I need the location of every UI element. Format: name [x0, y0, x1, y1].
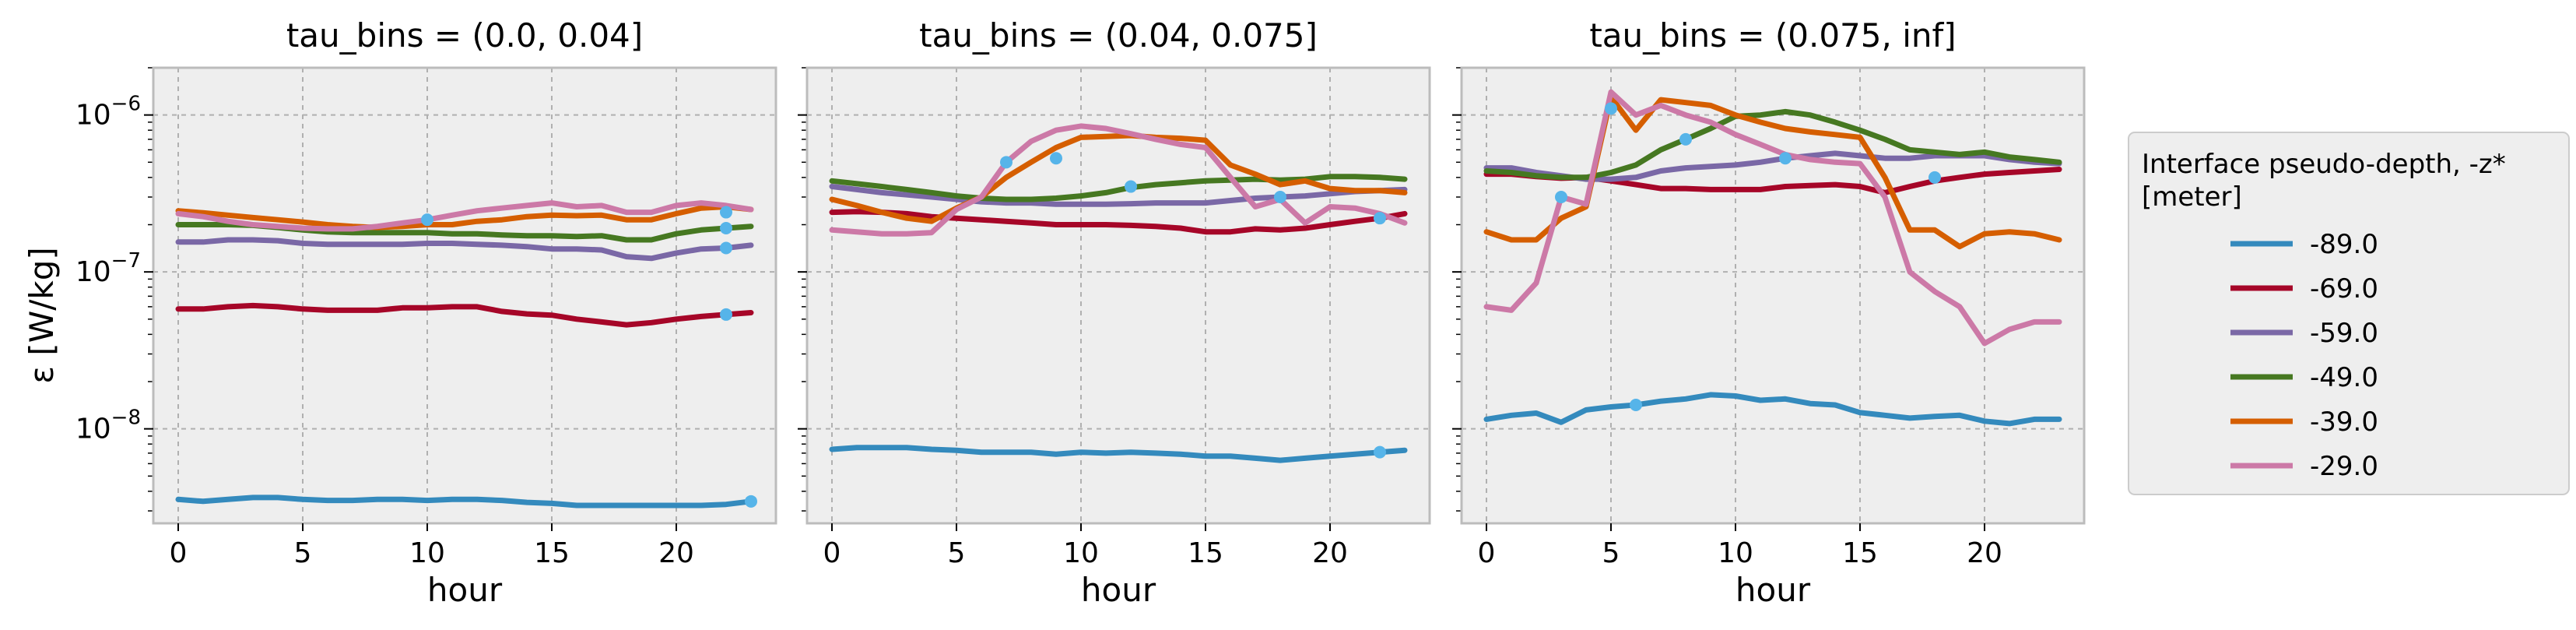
y-tick-label: 10−6 [75, 93, 141, 132]
data-marker [1050, 152, 1062, 165]
x-axis-label: hour [427, 571, 503, 609]
legend-entry: -69.0 [2230, 273, 2378, 304]
legend-label: -49.0 [2310, 362, 2378, 393]
legend-label: -59.0 [2310, 318, 2378, 349]
panel-3: 0 5 10 15 20 tau_bins = (0.075, inf] hour [1452, 16, 2086, 609]
x-tick-label: 5 [1602, 537, 1620, 569]
data-marker [720, 241, 732, 255]
panels: 0 5 10 15 20 10−8 10−7 10−6 tau_bins = (0.0, 0.0… [75, 16, 2086, 609]
data-marker [720, 308, 732, 321]
legend-box [2128, 132, 2570, 495]
plot-frame [1460, 66, 2086, 525]
series-line--59.0 [175, 237, 754, 262]
series-line--89.0 [829, 445, 1408, 463]
data-marker [720, 221, 732, 234]
data-marker [1679, 132, 1692, 146]
x-axis-label: hour [1081, 571, 1156, 609]
legend: Interface pseudo-depth, -z* [meter] -89.… [2128, 132, 2570, 495]
data-marker [1779, 152, 1792, 165]
x-tick-label: 0 [170, 537, 188, 569]
series-lines [829, 123, 1408, 463]
data-marker [1555, 191, 1567, 204]
y-tick-label: 10−8 [75, 407, 141, 445]
data-marker [1605, 102, 1617, 115]
series-line--29.0 [829, 123, 1408, 237]
x-tick-label: 20 [1312, 537, 1348, 569]
x-tick-label: 10 [409, 537, 445, 569]
plot-area [1462, 68, 2084, 523]
legend-entry: -39.0 [2230, 407, 2378, 438]
legend-label: -89.0 [2310, 229, 2378, 260]
series-line--89.0 [1483, 392, 2062, 427]
x-axis-label: hour [1735, 571, 1811, 609]
data-marker [1274, 191, 1286, 204]
series-line--29.0 [1483, 89, 2062, 347]
panel-2: 0 5 10 15 20 tau_bins = (0.04, 0.075] hour [798, 16, 1431, 609]
panel-title: tau_bins = (0.075, inf] [1589, 16, 1956, 55]
series-line--29.0 [175, 200, 754, 232]
x-tick-label: 0 [1478, 537, 1496, 569]
data-marker [1630, 398, 1642, 411]
legend-entry: -59.0 [2230, 318, 2378, 349]
plot-area [153, 68, 776, 523]
legend-title-line2: [meter] [2142, 181, 2242, 213]
series-line--69.0 [175, 302, 754, 328]
x-tick-label: 15 [1188, 537, 1223, 569]
series-lines [175, 200, 757, 509]
legend-entry: -89.0 [2230, 229, 2378, 260]
series-line--49.0 [829, 174, 1408, 202]
x-tick-label: 15 [1842, 537, 1878, 569]
series-line--59.0 [829, 184, 1408, 207]
data-marker [1928, 171, 1941, 184]
legend-entry: -49.0 [2230, 362, 2378, 393]
x-tick-label: 20 [1967, 537, 2002, 569]
data-marker [1374, 445, 1386, 459]
panel-1: 0 5 10 15 20 10−8 10−7 10−6 tau_bins = (0.0, 0.0… [75, 16, 777, 609]
series-line--89.0 [175, 494, 754, 509]
data-marker [745, 494, 757, 508]
legend-title-line1: Interface pseudo-depth, -z* [2142, 149, 2506, 180]
y-tick-label: 10−7 [75, 249, 141, 288]
series-line--39.0 [829, 132, 1408, 224]
x-tick-label: 0 [823, 537, 841, 569]
data-marker [1125, 180, 1137, 193]
y-axis-label: ε [W/kg] [23, 247, 61, 384]
x-tick-label: 5 [948, 537, 966, 569]
series-line--39.0 [1483, 94, 2062, 250]
series-line--49.0 [1483, 108, 2062, 181]
series-line--69.0 [829, 209, 1408, 235]
data-marker [421, 213, 433, 227]
x-tick-label: 5 [294, 537, 312, 569]
data-marker [1000, 156, 1013, 169]
data-marker [720, 206, 732, 219]
legend-label: -69.0 [2310, 273, 2378, 304]
panel-title: tau_bins = (0.04, 0.075] [919, 16, 1318, 55]
legend-label: -29.0 [2310, 451, 2378, 482]
x-tick-label: 20 [658, 537, 694, 569]
legend-label: -39.0 [2310, 407, 2378, 438]
data-marker [1374, 212, 1386, 225]
legend-entries: -89.0 -69.0 -59.0 -49.0 -39.0 -29.0 [2230, 229, 2378, 482]
legend-entry: -29.0 [2230, 451, 2378, 482]
plot-frame [805, 66, 1431, 525]
x-tick-label: 15 [534, 537, 570, 569]
plot-frame [152, 66, 777, 525]
x-tick-label: 10 [1718, 537, 1753, 569]
series-lines [1483, 89, 2062, 427]
x-tick-label: 10 [1063, 537, 1099, 569]
panel-title: tau_bins = (0.0, 0.04] [286, 16, 643, 55]
series-line--39.0 [175, 204, 754, 231]
